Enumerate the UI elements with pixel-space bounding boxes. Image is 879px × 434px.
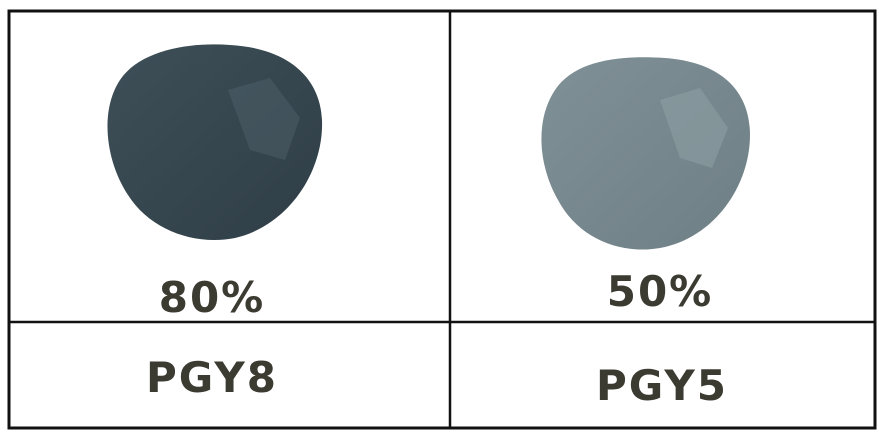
lens-code: PGY8 — [146, 353, 278, 402]
lens-reflection — [660, 88, 728, 168]
tint-percent: 80% — [159, 273, 266, 322]
tint-percent: 50% — [607, 267, 714, 316]
table-border — [7, 9, 877, 430]
lens-reflection — [228, 78, 300, 160]
lens-code: PGY5 — [596, 361, 728, 410]
